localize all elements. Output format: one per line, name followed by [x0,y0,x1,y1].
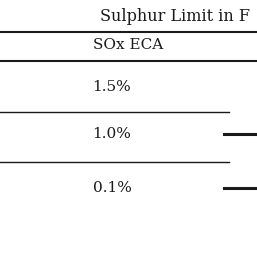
Text: 0.1%: 0.1% [93,181,131,195]
Text: 1.0%: 1.0% [93,127,131,141]
Text: Sulphur Limit in F: Sulphur Limit in F [100,8,250,25]
Text: SOx ECA: SOx ECA [93,38,163,52]
Text: 1.5%: 1.5% [93,80,131,94]
